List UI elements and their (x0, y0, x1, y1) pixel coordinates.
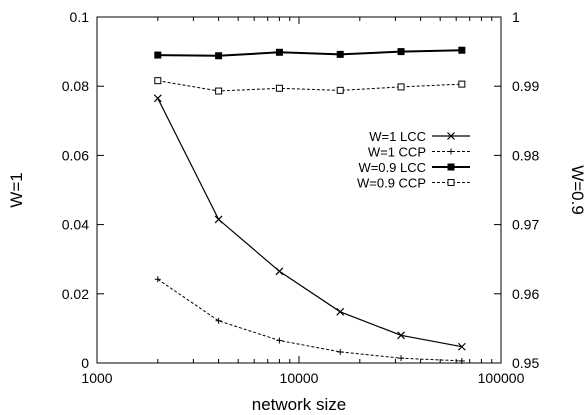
y-left-tick-label: 0.04 (62, 217, 89, 233)
series-point-1 (276, 337, 283, 344)
series-point-1 (398, 355, 405, 362)
legend-label: W=1 CCP (368, 145, 426, 160)
y-left-tick-label: 0.1 (70, 9, 90, 25)
series-point-0 (153, 94, 162, 103)
y-right-tick-label: 0.97 (512, 217, 539, 233)
legend-marker (447, 179, 455, 186)
series-point-0-stroke (214, 215, 223, 224)
series-point-0-stroke (397, 331, 405, 340)
axis-ticks: 1000 10000 100000 0 0.02 0.04 0.06 0.08 0.1 0.95 0… (62, 9, 540, 386)
y-right-tick-label: 0.99 (512, 78, 539, 94)
plot-frame (96, 16, 502, 364)
series-point-3 (458, 80, 466, 88)
y-right-tick-label: 0.96 (512, 286, 539, 302)
series-point-0 (457, 342, 466, 351)
series-point-2 (215, 52, 223, 60)
y-left-tick-label: 0.06 (62, 147, 89, 163)
series-point-3 (215, 87, 223, 95)
series-point-1 (337, 348, 344, 355)
series-point-2 (154, 51, 162, 59)
series-point-0 (397, 331, 405, 340)
series-point-3 (397, 83, 405, 91)
x-tick-label: 1000 (81, 370, 112, 386)
series-point-2 (458, 46, 466, 54)
y-right-tick-label: 0.98 (512, 147, 539, 163)
series-line-1 (157, 278, 462, 362)
y-left-axis-label: W=1 (7, 172, 26, 207)
x-tick-label: 10000 (280, 370, 319, 386)
legend-label: W=1 LCC (369, 129, 426, 144)
y-right-tick-label: 0.95 (512, 355, 539, 371)
series-point-0 (214, 215, 223, 224)
series-point-0-stroke (457, 342, 466, 351)
y-right-tick-label: 1 (512, 9, 520, 25)
legend-label: W=0.9 LCC (358, 160, 426, 175)
y-left-tick-label: 0.08 (62, 78, 89, 94)
legend-marker (447, 132, 455, 140)
series-point-0 (336, 307, 345, 316)
x-tick-label: 100000 (478, 370, 525, 386)
series-line-0 (157, 98, 462, 348)
series-point-0-stroke (336, 307, 345, 316)
series-point-3 (336, 86, 344, 94)
series-point-1 (458, 357, 465, 364)
y-left-tick-label: 0.02 (62, 286, 89, 302)
legend-marker-stroke (447, 132, 455, 140)
series-point-1 (154, 276, 161, 283)
series-point-0-stroke (153, 94, 162, 103)
series-point-0 (275, 267, 284, 276)
series-point-3 (154, 77, 162, 85)
legend-label: W=0.9 CCP (357, 176, 426, 191)
series-point-1 (215, 317, 222, 324)
legend-marker (447, 163, 455, 171)
series-line-2 (157, 49, 462, 57)
series-point-0-stroke (275, 267, 284, 276)
x-axis-label: network size (252, 395, 346, 414)
series-layer (153, 46, 466, 364)
series-point-2 (275, 48, 283, 56)
y-right-axis-label: W=0.9 (568, 165, 585, 215)
series-line-3 (157, 80, 462, 92)
legend-marker (448, 148, 454, 155)
series-point-3 (275, 84, 283, 92)
series-point-2 (397, 48, 405, 56)
y-left-tick-label: 0 (81, 355, 89, 371)
series-point-2 (336, 50, 344, 58)
